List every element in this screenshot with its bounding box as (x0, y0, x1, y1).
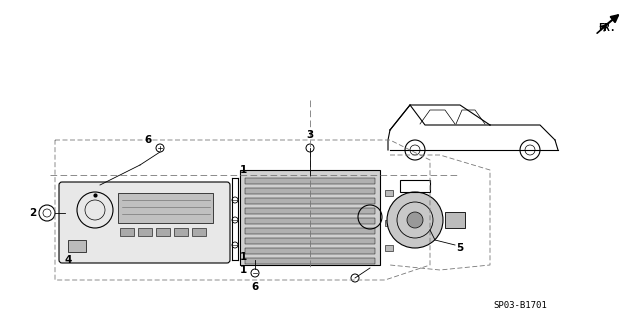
Bar (400, 180, 430, 192)
Bar (445, 212, 465, 228)
Text: 3: 3 (307, 130, 314, 140)
Bar (245, 188, 375, 194)
Bar (385, 190, 393, 196)
Circle shape (387, 192, 443, 248)
Bar (240, 170, 380, 265)
Text: 1: 1 (239, 165, 246, 175)
Bar (156, 228, 170, 236)
Bar (118, 193, 213, 223)
Bar (68, 240, 86, 252)
Bar (174, 228, 188, 236)
Bar (385, 245, 393, 251)
Bar (245, 238, 375, 244)
Bar (245, 228, 375, 234)
Circle shape (407, 212, 423, 228)
Bar (192, 228, 206, 236)
FancyBboxPatch shape (59, 182, 230, 263)
Bar (245, 248, 375, 254)
Bar (138, 228, 152, 236)
Text: 6: 6 (252, 282, 259, 292)
Bar (245, 208, 375, 214)
Bar (245, 218, 375, 224)
Text: 1: 1 (239, 252, 246, 262)
Text: SP03-B1701: SP03-B1701 (493, 300, 547, 309)
Text: 5: 5 (456, 243, 463, 253)
Bar (120, 228, 134, 236)
Text: FR.: FR. (598, 23, 616, 33)
Bar (245, 258, 375, 264)
Text: 1: 1 (239, 265, 246, 275)
Bar (385, 220, 393, 226)
Text: 6: 6 (145, 135, 152, 145)
Text: 4: 4 (64, 255, 72, 265)
Bar (245, 178, 375, 184)
Bar (245, 198, 375, 204)
Text: 2: 2 (29, 208, 36, 218)
